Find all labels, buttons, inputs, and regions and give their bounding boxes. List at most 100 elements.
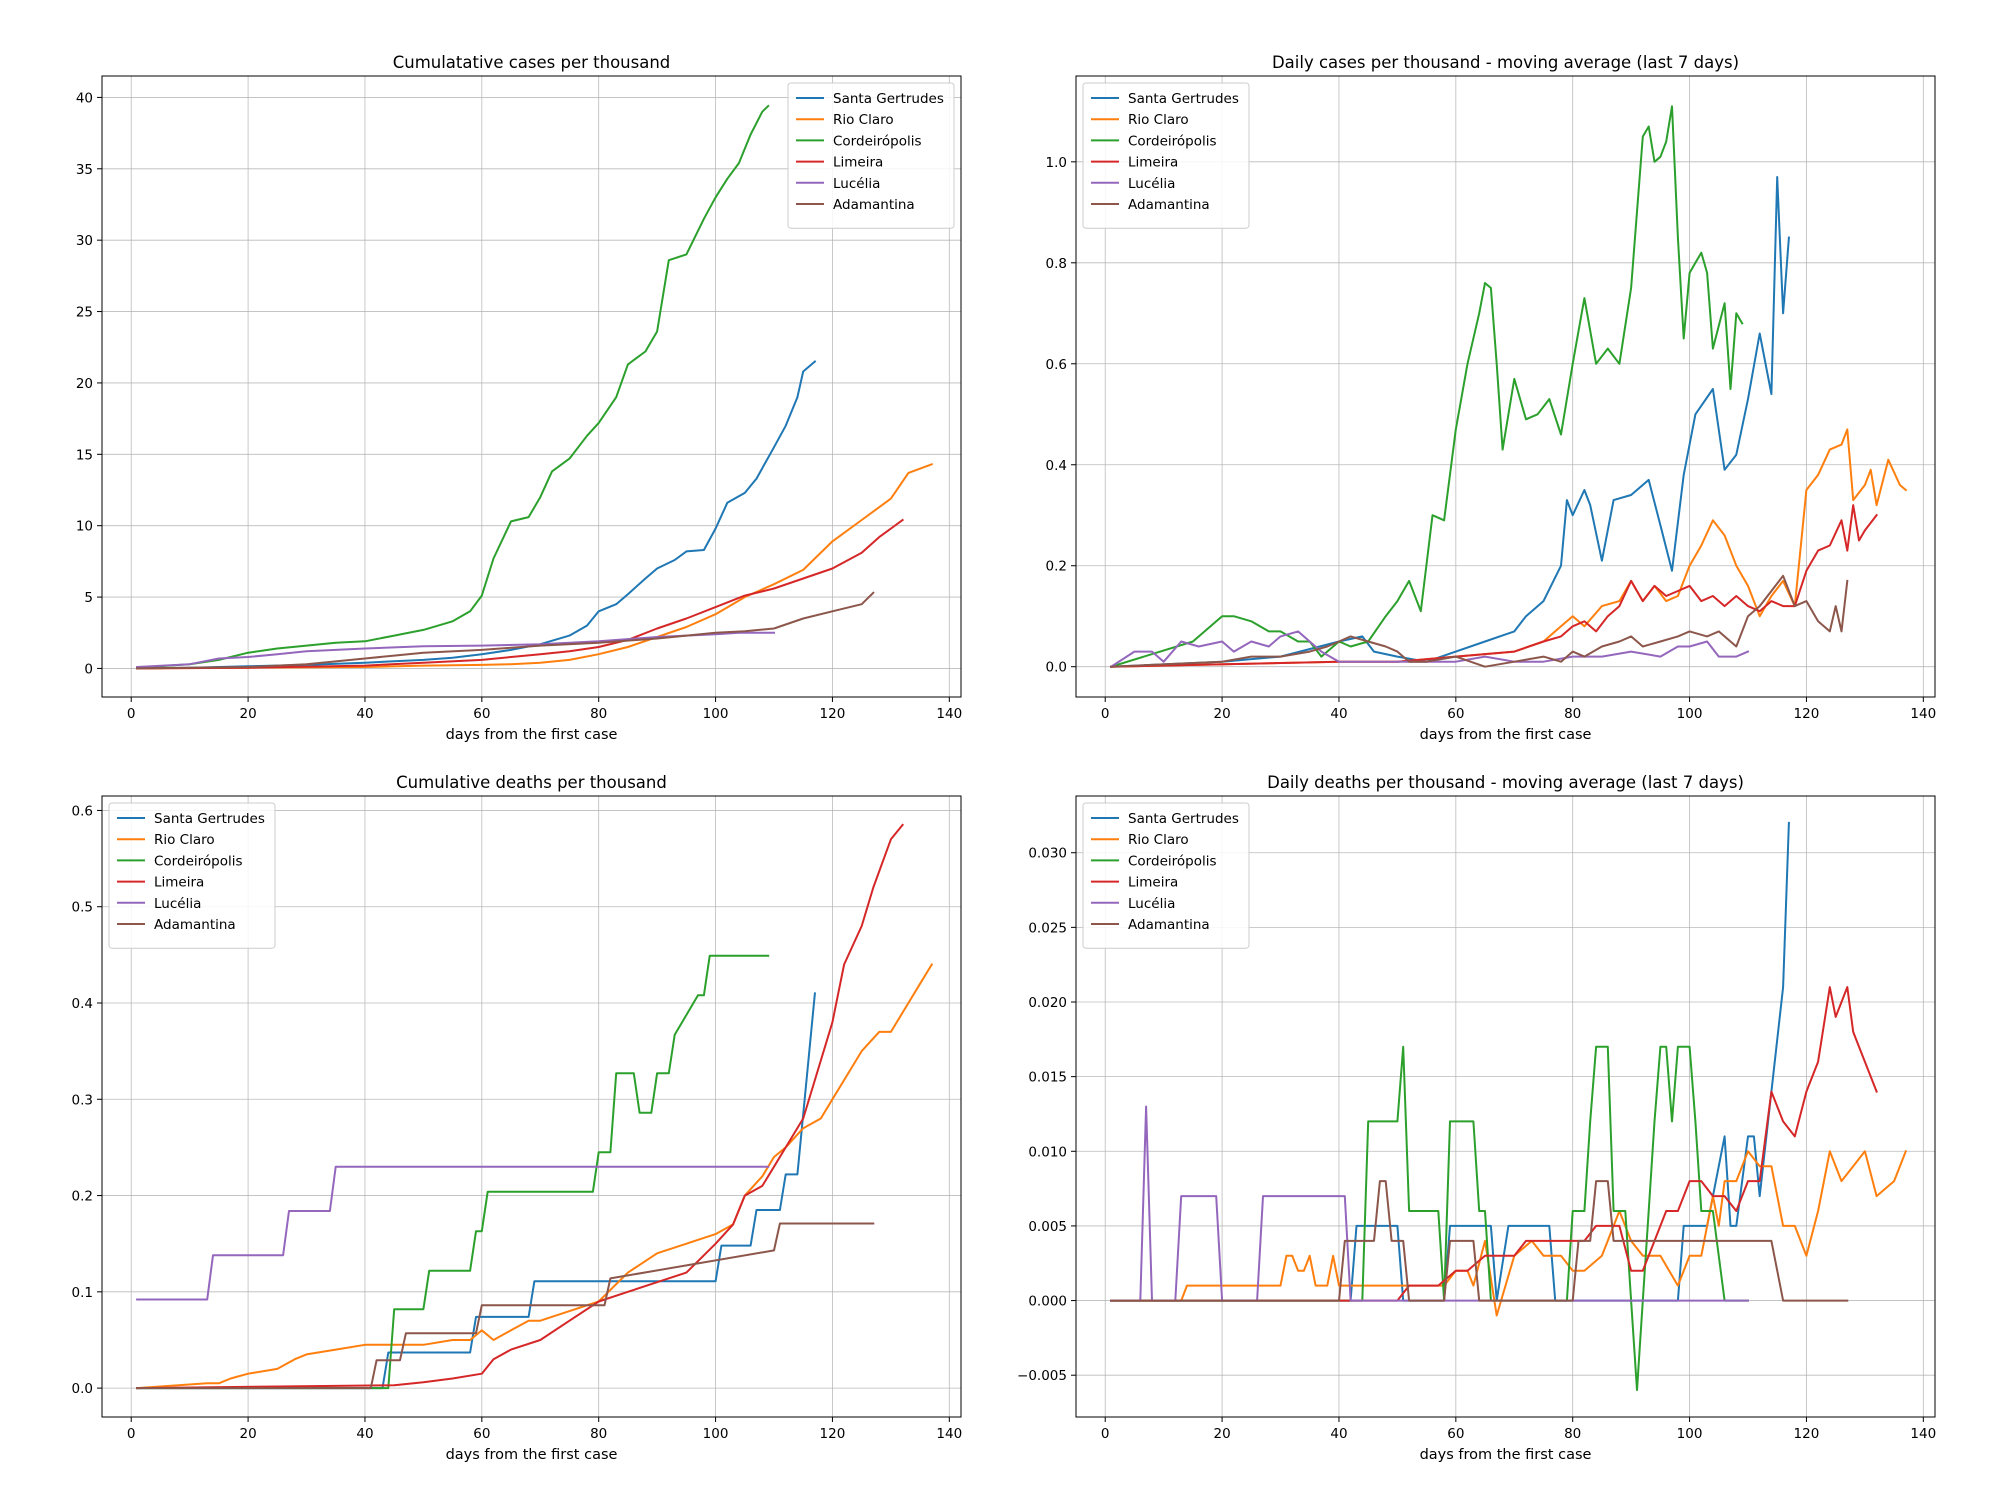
series-line-lucelia <box>1110 1105 1749 1302</box>
y-tick-label: 25 <box>76 305 93 321</box>
y-tick-label: 0.4 <box>72 996 93 1012</box>
x-tick-label: 60 <box>473 706 490 722</box>
y-tick-label: 10 <box>76 519 93 535</box>
x-tick-label: 120 <box>820 706 846 722</box>
legend-box <box>1082 82 1250 229</box>
x-tick-label: 120 <box>1794 1426 1820 1442</box>
x-tick-label: 80 <box>590 1426 607 1442</box>
x-tick-label: 20 <box>1213 1426 1230 1442</box>
legend-label-adamantina: Adamantina <box>1128 197 1210 213</box>
legend-label-santa-gertrudes: Santa Gertrudes <box>1128 91 1239 107</box>
x-tick-label: 120 <box>820 1426 846 1442</box>
x-axis-label: days from the first case <box>446 727 618 743</box>
chart-panel-4: 0 20 40 60 80 100 120 140 −0.005 0.000 0.005 0.010 0… <box>1017 773 1936 1463</box>
y-tick-label: 15 <box>76 447 93 463</box>
series-line-limeira <box>1110 986 1878 1302</box>
legend-label-limeira: Limeira <box>154 875 204 891</box>
axes-frame <box>1075 75 1936 698</box>
y-tick-label: 0.000 <box>1028 1294 1067 1310</box>
legend-label-cordeiropolis: Cordeirópolis <box>833 133 922 149</box>
legend-label-limeira: Limeira <box>833 155 883 171</box>
series-line-cordeiropolis <box>1110 1045 1749 1392</box>
legend-box <box>787 82 955 229</box>
legend-label-cordeiropolis: Cordeirópolis <box>1128 133 1217 149</box>
x-tick-label: 60 <box>1447 706 1464 722</box>
x-tick-label: 0 <box>127 706 136 722</box>
x-axis-label: days from the first case <box>446 1447 618 1463</box>
series-line-cordeiropolis <box>136 104 770 669</box>
y-tick-label: 20 <box>76 376 93 392</box>
series-line-adamantina <box>136 591 875 670</box>
chart-title: Cumulative deaths per thousand <box>396 773 667 792</box>
y-tick-label: 0.005 <box>1028 1219 1067 1235</box>
x-tick-label: 120 <box>1794 706 1820 722</box>
axes-frame <box>1075 795 1936 1418</box>
chart-title: Cumulatative cases per thousand <box>393 53 671 72</box>
y-tick-label: 0.030 <box>1028 846 1067 862</box>
y-tick-label: 0.6 <box>1046 357 1067 373</box>
legend-label-cordeiropolis: Cordeirópolis <box>1128 853 1217 869</box>
series-line-rio-claro <box>136 463 934 670</box>
y-tick-label: 0.0 <box>1046 660 1067 676</box>
y-tick-label: −0.005 <box>1017 1368 1067 1384</box>
legend: Santa Gertrudes Rio Claro Cordeirópolis Lim… <box>1082 82 1250 229</box>
chart-title: Daily cases per thousand - moving averag… <box>1272 53 1739 72</box>
legend-box <box>1082 802 1250 949</box>
legend-box <box>108 802 276 949</box>
legend-label-rio-claro: Rio Claro <box>154 832 215 848</box>
legend-label-adamantina: Adamantina <box>1128 917 1210 933</box>
y-tick-label: 40 <box>76 90 93 106</box>
x-tick-label: 0 <box>1101 1426 1110 1442</box>
y-tick-label: 0 <box>84 661 93 677</box>
x-tick-label: 100 <box>703 1426 729 1442</box>
x-tick-label: 60 <box>473 1426 490 1442</box>
series-line-santa-gertrudes <box>1110 176 1790 668</box>
x-tick-label: 100 <box>1677 1426 1703 1442</box>
legend: Santa Gertrudes Rio Claro Cordeirópolis Lim… <box>787 82 955 229</box>
legend-label-lucelia: Lucélia <box>1128 176 1175 192</box>
x-tick-label: 80 <box>590 706 607 722</box>
series-line-rio-claro <box>1110 428 1908 668</box>
series-line-limeira <box>136 518 904 670</box>
series-line-rio-claro <box>136 963 934 1390</box>
x-tick-label: 40 <box>356 706 373 722</box>
legend: Santa Gertrudes Rio Claro Cordeirópolis Lim… <box>108 802 276 949</box>
x-tick-label: 140 <box>936 706 962 722</box>
y-tick-label: 0.8 <box>1046 256 1067 272</box>
x-tick-label: 0 <box>127 1426 136 1442</box>
x-tick-label: 20 <box>239 1426 256 1442</box>
x-tick-label: 40 <box>1330 1426 1347 1442</box>
series-line-adamantina <box>1110 574 1849 668</box>
legend-label-lucelia: Lucélia <box>833 176 880 192</box>
legend: Santa Gertrudes Rio Claro Cordeirópolis Lim… <box>1082 802 1250 949</box>
x-tick-label: 100 <box>703 706 729 722</box>
x-tick-label: 60 <box>1447 1426 1464 1442</box>
y-tick-label: 0.010 <box>1028 1144 1067 1160</box>
legend-label-lucelia: Lucélia <box>154 896 201 912</box>
legend-label-rio-claro: Rio Claro <box>1128 112 1189 128</box>
legend-label-santa-gertrudes: Santa Gertrudes <box>1128 811 1239 827</box>
y-tick-label: 0.5 <box>72 900 93 916</box>
legend-label-lucelia: Lucélia <box>1128 896 1175 912</box>
y-tick-label: 0.4 <box>1046 458 1067 474</box>
y-tick-label: 35 <box>76 162 93 178</box>
y-tick-label: 0.6 <box>72 803 93 819</box>
series-line-lucelia <box>136 1165 770 1301</box>
x-tick-label: 140 <box>936 1426 962 1442</box>
legend-label-rio-claro: Rio Claro <box>1128 832 1189 848</box>
x-tick-label: 40 <box>356 1426 373 1442</box>
y-tick-label: 5 <box>84 590 93 606</box>
axes-frame <box>101 75 962 698</box>
series-line-cordeiropolis <box>1109 105 1744 668</box>
y-tick-label: 30 <box>76 233 93 249</box>
x-tick-label: 140 <box>1910 706 1936 722</box>
x-tick-label: 20 <box>239 706 256 722</box>
legend-label-limeira: Limeira <box>1128 155 1178 171</box>
x-tick-label: 100 <box>1677 706 1703 722</box>
chart-panel-1: 0 20 40 60 80 100 120 140 0 5 10 15 20 25 30 35 40 Cumula… <box>76 53 962 743</box>
y-tick-label: 0.025 <box>1028 920 1067 936</box>
x-tick-label: 140 <box>1910 1426 1936 1442</box>
series-line-limeira <box>1110 504 1879 668</box>
series-line-cordeiropolis <box>136 954 770 1390</box>
